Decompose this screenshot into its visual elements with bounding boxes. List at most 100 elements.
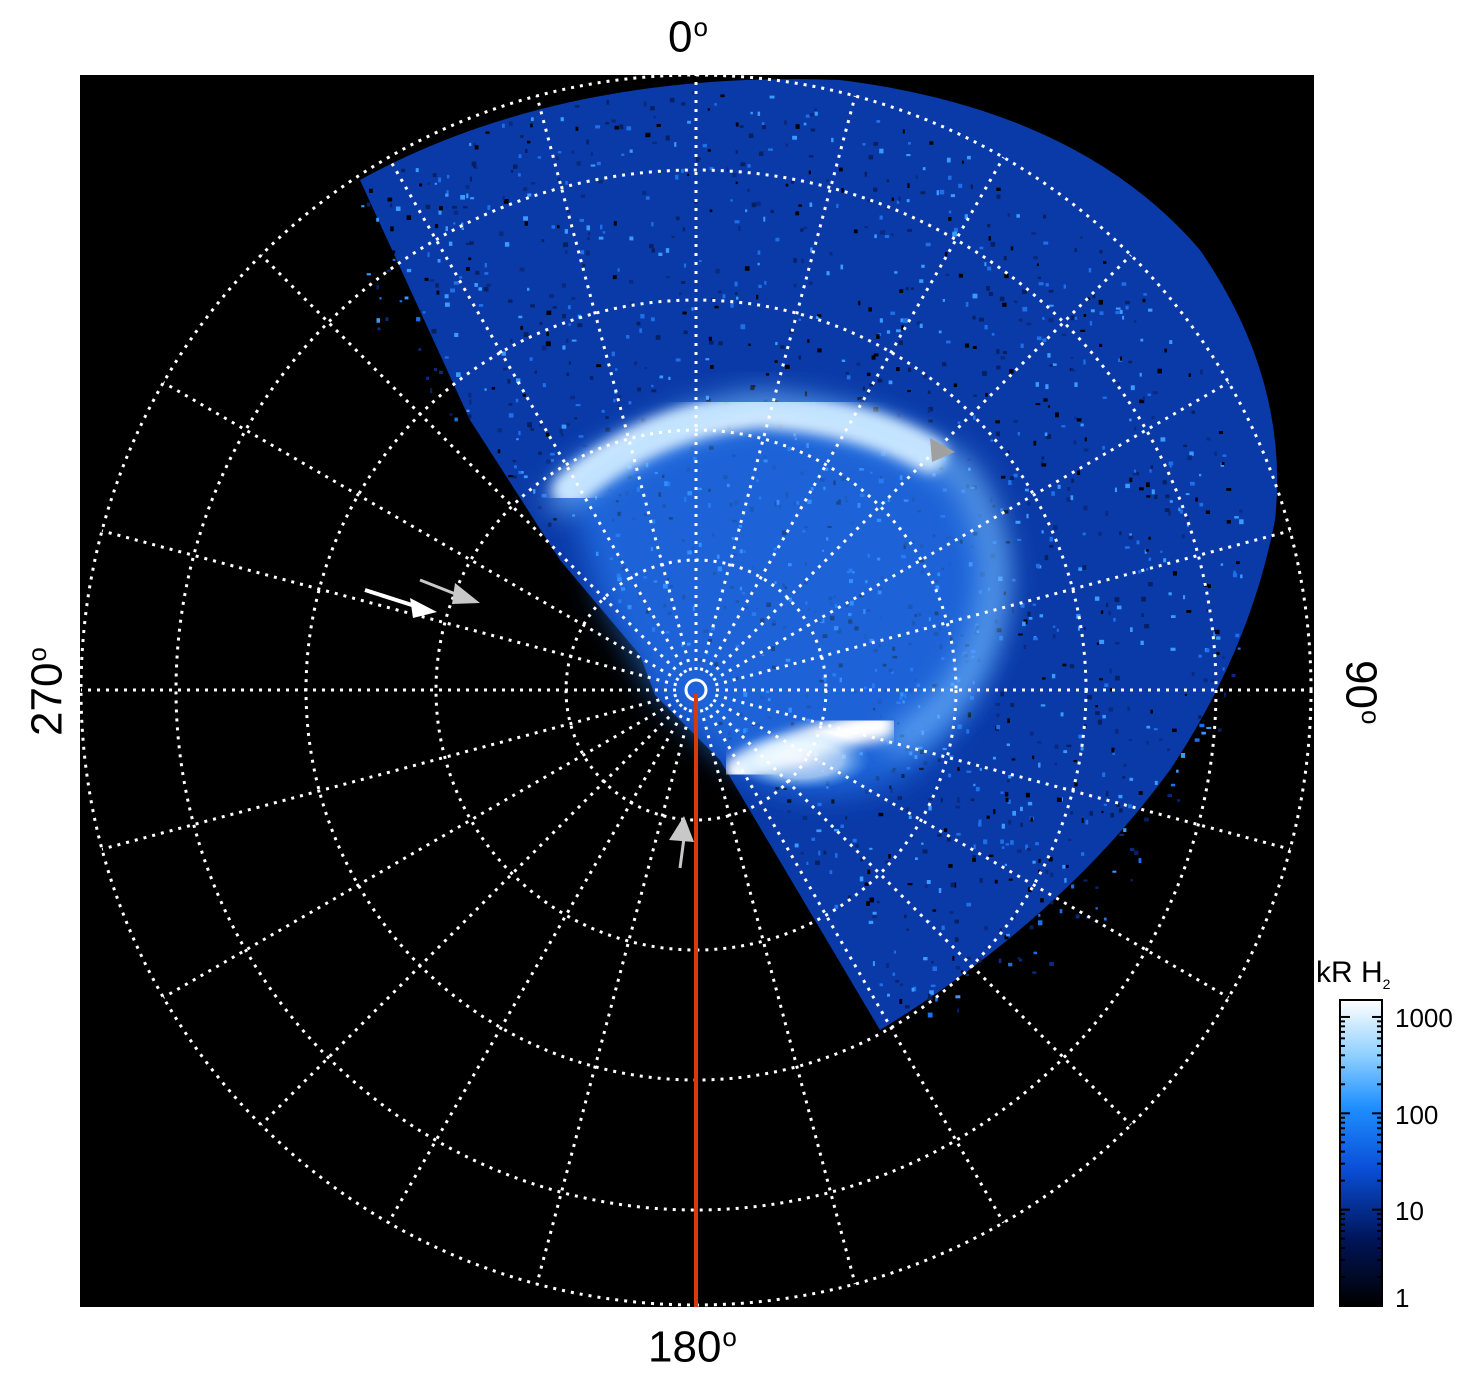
noise-pixel — [1007, 779, 1010, 783]
noise-pixel — [1030, 817, 1033, 822]
noise-pixel — [1149, 469, 1152, 473]
noise-pixel — [1136, 472, 1139, 476]
noise-pixel — [735, 122, 739, 127]
noise-pixel — [454, 332, 459, 337]
noise-pixel — [1025, 792, 1030, 798]
noise-pixel — [1205, 510, 1210, 514]
noise-pixel — [1106, 791, 1109, 797]
noise-pixel — [923, 373, 928, 379]
noise-pixel — [1154, 780, 1158, 785]
noise-pixel — [867, 199, 871, 203]
noise-pixel — [468, 392, 472, 398]
noise-pixel — [669, 97, 675, 103]
noise-pixel — [523, 332, 529, 338]
noise-pixel — [1116, 382, 1120, 385]
noise-pixel — [1020, 603, 1025, 608]
noise-pixel — [530, 123, 533, 128]
noise-pixel — [1003, 510, 1009, 514]
noise-pixel — [676, 216, 680, 221]
noise-pixel — [859, 399, 862, 403]
noise-pixel — [1133, 469, 1136, 474]
noise-pixel — [552, 306, 557, 309]
noise-pixel — [435, 283, 439, 288]
noise-pixel — [1143, 293, 1147, 296]
noise-pixel — [512, 475, 517, 479]
noise-pixel — [1002, 351, 1007, 355]
noise-pixel — [748, 133, 754, 138]
noise-pixel — [1070, 357, 1074, 360]
noise-pixel — [529, 357, 533, 361]
noise-pixel — [1129, 477, 1133, 483]
noise-pixel — [484, 388, 487, 391]
noise-pixel — [557, 225, 560, 229]
noise-pixel — [999, 928, 1002, 933]
noise-pixel — [1134, 426, 1137, 431]
noise-pixel — [975, 786, 980, 792]
noise-pixel — [1038, 914, 1041, 917]
noise-pixel — [605, 416, 609, 419]
noise-pixel — [1004, 863, 1007, 866]
noise-pixel — [800, 852, 804, 855]
noise-pixel — [1012, 810, 1016, 816]
noise-pixel — [1066, 744, 1072, 748]
noise-pixel — [1040, 898, 1044, 903]
noise-pixel — [562, 345, 566, 350]
noise-pixel — [868, 920, 874, 924]
noise-pixel — [1122, 315, 1125, 320]
noise-pixel — [425, 204, 431, 210]
noise-pixel — [518, 430, 521, 436]
noise-pixel — [1139, 399, 1145, 404]
noise-pixel — [958, 183, 963, 188]
noise-pixel — [745, 209, 748, 213]
noise-pixel — [1010, 703, 1015, 707]
noise-pixel — [972, 346, 977, 349]
noise-pixel — [406, 268, 412, 273]
noise-pixel — [1164, 508, 1170, 512]
noise-pixel — [1025, 488, 1029, 492]
noise-pixel — [1101, 915, 1106, 918]
noise-pixel — [891, 197, 894, 202]
noise-pixel — [994, 879, 998, 884]
noise-pixel — [907, 390, 911, 393]
noise-pixel — [1039, 614, 1044, 618]
noise-pixel — [879, 215, 883, 220]
noise-pixel — [1236, 561, 1240, 565]
noise-pixel — [390, 203, 393, 208]
noise-pixel — [557, 151, 562, 154]
noise-pixel — [438, 210, 442, 215]
noise-pixel — [759, 151, 764, 156]
noise-pixel — [640, 313, 645, 319]
noise-pixel — [995, 420, 1000, 424]
noise-pixel — [966, 956, 971, 960]
noise-pixel — [1142, 396, 1146, 401]
noise-pixel — [509, 121, 513, 127]
noise-pixel — [586, 237, 590, 241]
noise-pixel — [570, 395, 575, 400]
noise-pixel — [629, 301, 634, 306]
noise-pixel — [466, 267, 470, 271]
noise-pixel — [896, 413, 901, 418]
noise-pixel — [903, 318, 908, 323]
noise-pixel — [475, 270, 480, 275]
noise-pixel — [762, 124, 766, 130]
noise-pixel — [964, 214, 968, 219]
noise-pixel — [891, 233, 894, 236]
noise-pixel — [1086, 695, 1092, 700]
noise-pixel — [682, 311, 687, 315]
noise-pixel — [556, 156, 560, 161]
noise-pixel — [582, 263, 586, 267]
noise-pixel — [944, 252, 948, 257]
noise-pixel — [976, 974, 982, 978]
noise-pixel — [815, 860, 820, 865]
noise-pixel — [879, 148, 884, 154]
longitude-line — [699, 95, 857, 672]
noise-pixel — [1168, 511, 1172, 516]
noise-pixel — [815, 316, 819, 319]
noise-pixel — [544, 478, 547, 481]
noise-pixel — [1049, 536, 1053, 542]
noise-pixel — [1181, 534, 1185, 539]
noise-pixel — [1147, 393, 1151, 397]
noise-pixel — [1008, 962, 1013, 967]
noise-pixel — [1205, 648, 1210, 653]
noise-pixel — [1011, 608, 1015, 613]
